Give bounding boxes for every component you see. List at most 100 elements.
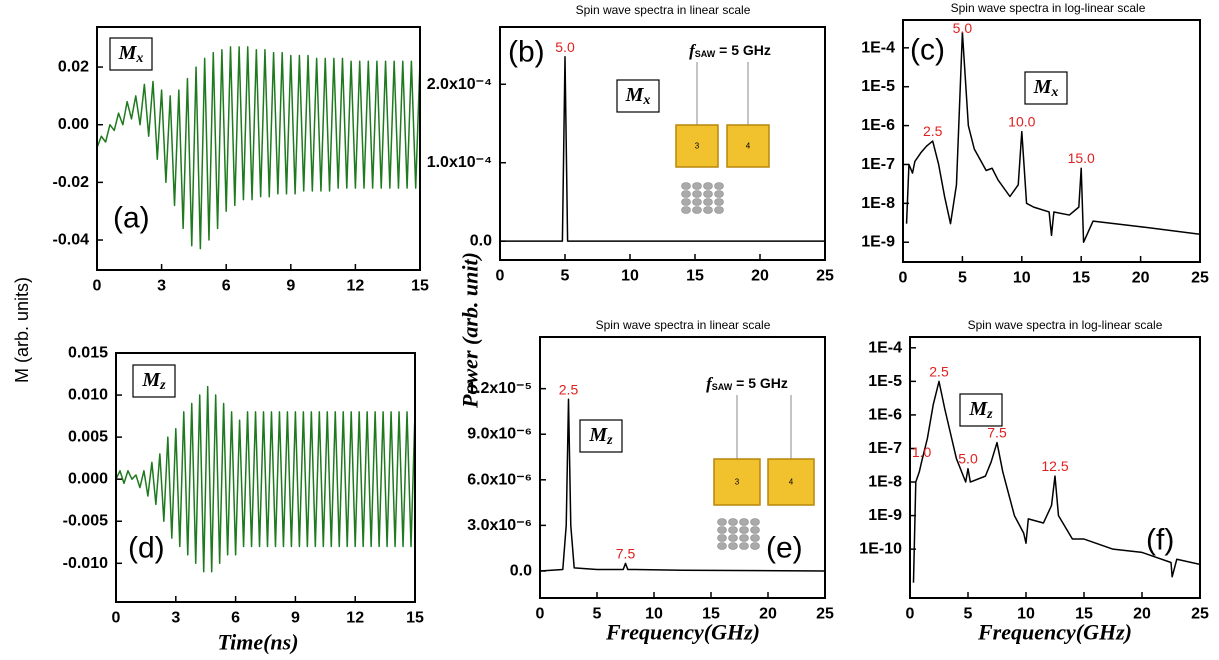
nanomagnet [714, 190, 724, 198]
symbol-main: M [141, 369, 161, 391]
x-tick-label: 10 [1013, 270, 1031, 287]
y-tick-label: 0.02 [58, 59, 89, 76]
x-tick-label: 0 [93, 278, 102, 295]
x-tick-label: 20 [759, 606, 777, 623]
x-tick-label: 0 [112, 610, 121, 627]
data-line [905, 31, 1200, 243]
nanomagnet [750, 542, 760, 550]
inset-f-rest: = 5 GHz [715, 42, 771, 58]
symbol-box [1024, 71, 1068, 105]
nanomagnet [692, 198, 702, 206]
x-tick-label: 3 [171, 610, 180, 627]
nanomagnet [692, 190, 702, 198]
data-line [116, 385, 415, 573]
nanomagnet [714, 206, 724, 214]
y-tick-label: 1E-4 [868, 339, 902, 356]
panel-letter: (d) [128, 532, 165, 565]
x-tick-label: 0 [899, 270, 908, 287]
symbol-main: M [118, 42, 138, 64]
nanomagnet [703, 198, 713, 206]
panel-title: Spin wave spectra in linear scale [576, 3, 751, 17]
y-tick-label: 3.0x10⁻⁶ [467, 517, 532, 534]
peak-label: 12.5 [1041, 458, 1068, 474]
x-tick-label: 10 [621, 268, 639, 285]
plot-frame [539, 336, 826, 599]
symbol-sub: z [159, 378, 166, 393]
symbol-label: Mx [1033, 76, 1059, 100]
nanomagnet [703, 182, 713, 190]
y-tick-label: -0.02 [53, 174, 90, 191]
nanomagnet [739, 534, 749, 542]
x-tick-label: 10 [645, 606, 663, 623]
x-tick-label: 20 [1133, 606, 1151, 623]
symbol-box [959, 393, 1003, 427]
symbol-main: M [1033, 76, 1053, 98]
symbol-sub: x [135, 51, 143, 66]
y-axis-label: M (arb. units) [12, 277, 32, 383]
nanomagnet [681, 206, 691, 214]
pad [767, 458, 815, 506]
plot-frame [902, 19, 1201, 263]
symbol-label: Mz [141, 369, 166, 393]
x-axis-label: Frequency(GHz) [977, 620, 1132, 645]
nanomagnet [703, 206, 713, 214]
y-tick-label: 1E-6 [861, 117, 895, 134]
inset-f-rest: = 5 GHz [732, 375, 788, 391]
nanomagnet [750, 534, 760, 542]
panel-letter: (f) [1146, 524, 1174, 557]
x-tick-label: 25 [1191, 270, 1209, 287]
symbol-main: M [968, 398, 988, 420]
inset-label: fSAW = 5 GHz [706, 374, 788, 393]
y-tick-label: 0.010 [68, 387, 108, 404]
x-tick-label: 25 [816, 606, 834, 623]
panel-letter: (e) [766, 532, 803, 565]
y-tick-label: 1E-8 [868, 474, 902, 491]
nanomagnet [739, 526, 749, 534]
y-tick-label: 2.0x10⁻⁴ [427, 76, 492, 93]
x-tick-label: 15 [411, 278, 429, 295]
x-tick-label: 6 [231, 610, 240, 627]
pad [675, 124, 719, 168]
symbol-sub: z [606, 433, 613, 448]
peak-label: 5.0 [555, 39, 575, 55]
peak-label: 2.5 [923, 123, 943, 139]
peak-label: 7.5 [616, 545, 636, 561]
nanomagnet [717, 526, 727, 534]
x-tick-label: 15 [1072, 270, 1090, 287]
peak-label: 5.0 [953, 20, 973, 36]
y-tick-label: 6.0x10⁻⁶ [467, 471, 532, 488]
y-tick-label: 1E-9 [868, 507, 902, 524]
panel-title: Spin wave spectra in linear scale [596, 318, 771, 332]
inset-f-sub: SAW [712, 382, 733, 392]
nanomagnet [681, 190, 691, 198]
pad-label: 4 [746, 142, 751, 151]
x-tick-label: 20 [1132, 270, 1150, 287]
panel-letter: (a) [113, 202, 150, 235]
x-tick-label: 20 [751, 268, 769, 285]
peak-label: 7.5 [987, 425, 1007, 441]
nanomagnet [681, 182, 691, 190]
nanomagnet [750, 526, 760, 534]
nanomagnet [692, 206, 702, 214]
inset-f: f [689, 41, 697, 60]
pad [713, 458, 761, 506]
x-axis-label: Time(ns) [217, 630, 298, 655]
x-tick-label: 15 [1075, 606, 1093, 623]
panel-title: Spin wave spectra in log-linear scale [968, 318, 1163, 332]
nanomagnet [717, 542, 727, 550]
x-axis-label: Frequency(GHz) [605, 620, 760, 645]
y-tick-label: 0.015 [68, 345, 108, 362]
y-tick-label: 1E-6 [868, 406, 902, 423]
data-line [912, 380, 1200, 583]
peak-label: 2.5 [929, 363, 949, 379]
y-tick-label: 0.00 [58, 116, 89, 133]
x-tick-label: 12 [347, 278, 365, 295]
y-tick-label: 1E-5 [868, 373, 902, 390]
symbol-label: Mx [118, 42, 144, 66]
y-axis-label: Power (arb. unit) [458, 252, 483, 409]
symbol-label: Mz [588, 424, 613, 448]
plot-frame [115, 352, 416, 603]
peak-label: 1.0 [912, 444, 932, 460]
nanomagnet [681, 198, 691, 206]
plot-frame [96, 26, 421, 271]
